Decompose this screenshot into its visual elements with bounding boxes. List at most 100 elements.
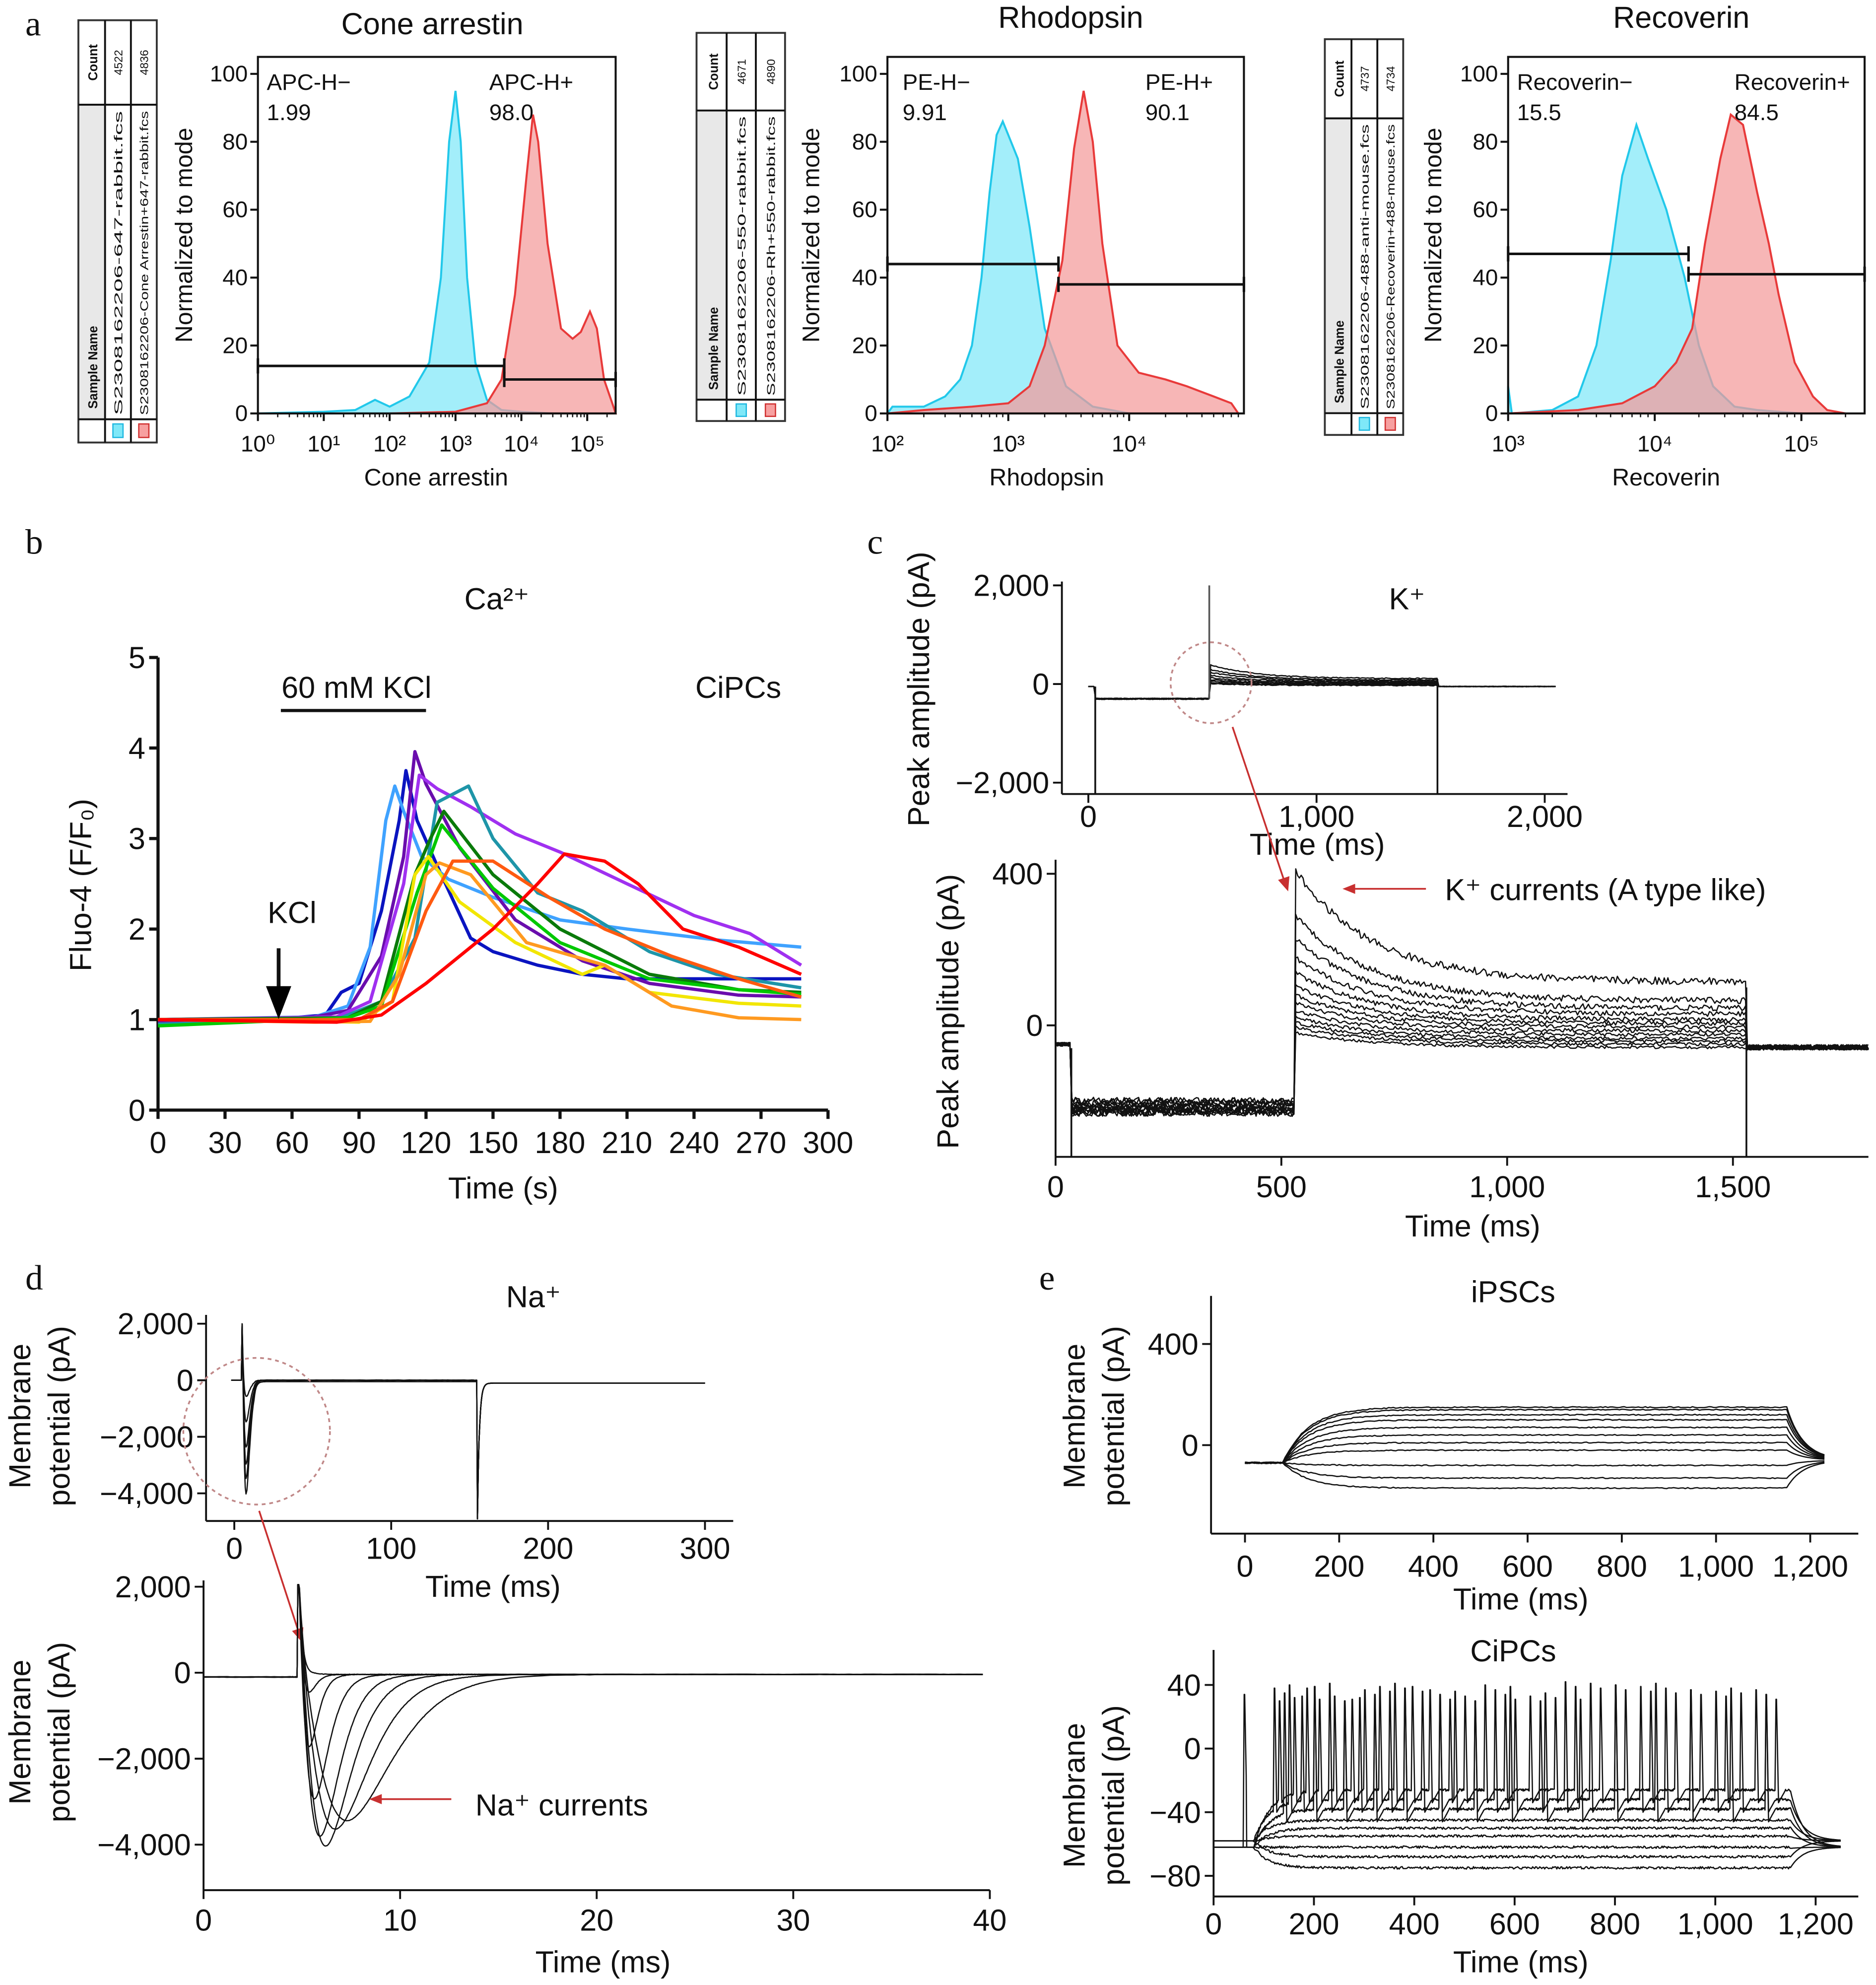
panel-label-e: e xyxy=(1039,1258,1055,1298)
x-tick-label: 400 xyxy=(1408,1549,1459,1583)
x-tick-label: 400 xyxy=(1389,1907,1440,1941)
x-tick-label: 1,000 xyxy=(1678,1549,1754,1583)
y-axis-label: Normalized to mode xyxy=(798,128,825,342)
y-axis-label: Membrane xyxy=(3,1659,37,1804)
na-current-trace-8 xyxy=(203,1584,983,1678)
chart-title: Ca²⁺ xyxy=(465,582,530,616)
cipc-voltage-trace-3 xyxy=(1213,1682,1841,1849)
k-currents-annotation: K⁺ currents (A type like) xyxy=(1445,873,1766,907)
y-tick-label: 0 xyxy=(1184,1732,1201,1766)
cipc-voltage-trace-5 xyxy=(1213,1826,1841,1849)
y-tick-label: 0 xyxy=(177,1364,194,1397)
x-tick-label: 300 xyxy=(679,1532,730,1566)
cipc-voltage-trace-2 xyxy=(1213,1681,1841,1842)
x-tick-label: 10⁵ xyxy=(570,431,604,456)
x-tick-label: 200 xyxy=(523,1532,573,1566)
ipsc-trace-11 xyxy=(1245,1461,1825,1490)
sample-legend-table: Sample Name Count S2308162206-647-rabbit.f… xyxy=(77,19,158,444)
y-tick-label: 400 xyxy=(1148,1327,1199,1361)
x-tick-label: 0 xyxy=(1237,1549,1254,1583)
stimulus-label: 60 mM KCl xyxy=(281,671,431,704)
cipc-voltage-trace-9 xyxy=(1213,1847,1841,1870)
y-tick-label: −2,000 xyxy=(100,1420,194,1454)
legend-swatch xyxy=(764,403,776,417)
ipsc-trace-9 xyxy=(1245,1460,1825,1467)
x-tick-label: 10 xyxy=(383,1903,417,1937)
k-current-trace-13 xyxy=(1055,1031,1869,1111)
x-tick-label: 10² xyxy=(871,431,904,456)
x-tick-label: 800 xyxy=(1590,1907,1640,1941)
panel-label-a: a xyxy=(25,4,41,43)
ipsc-trace-10 xyxy=(1245,1461,1825,1479)
panel-label-c: c xyxy=(867,523,883,562)
y-tick-label: 0 xyxy=(1182,1429,1199,1462)
k-current-trace-1 xyxy=(1055,868,1869,1117)
x-tick-label: 10⁴ xyxy=(504,431,539,456)
sample-name: S2308162206-647-rabbit.fcs xyxy=(112,111,125,415)
x-axis-label: Time (ms) xyxy=(425,1570,561,1603)
x-axis-label: Time (ms) xyxy=(1250,827,1385,861)
x-tick-label: 120 xyxy=(401,1126,451,1160)
na-current-trace-6 xyxy=(231,1323,705,1520)
legend-swatch xyxy=(112,423,124,438)
x-axis-label: Time (ms) xyxy=(1405,1209,1541,1243)
panel-label-d: d xyxy=(25,1258,43,1298)
chart-title: iPSCs xyxy=(1471,1275,1555,1309)
na-current-trace-2 xyxy=(231,1323,705,1520)
ipsc-trace-7 xyxy=(1244,1441,1825,1464)
x-tick-label: 10⁴ xyxy=(1637,431,1673,456)
x-tick-label: 10¹ xyxy=(307,431,340,456)
panel-label-b: b xyxy=(25,523,43,562)
y-axis-label: potential (pA) xyxy=(42,1642,76,1823)
x-tick-label: 10³ xyxy=(439,431,472,456)
y-axis-label: Membrane xyxy=(3,1344,37,1489)
zoom-region-circle xyxy=(1169,641,1253,724)
y-tick-label: 80 xyxy=(222,129,248,154)
y-axis-label: Peak amplitude (pA) xyxy=(902,551,936,826)
x-tick-label: 100 xyxy=(366,1532,416,1566)
y-tick-label: 20 xyxy=(1473,333,1498,358)
y-tick-label: −4,000 xyxy=(100,1477,194,1510)
x-axis-label: Time (s) xyxy=(448,1171,558,1205)
y-axis-label: Membrane xyxy=(1057,1344,1091,1489)
ipsc-trace-5 xyxy=(1245,1426,1825,1464)
k-current-trace-2 xyxy=(1055,913,1869,1114)
na-current-trace-3 xyxy=(231,1323,705,1520)
ipsc-trace-4 xyxy=(1245,1419,1825,1464)
y-tick-label: 2,000 xyxy=(973,569,1049,603)
zoom-link-arrowhead xyxy=(1278,876,1290,891)
y-tick-label: −2,000 xyxy=(955,766,1049,800)
x-tick-label: 90 xyxy=(342,1126,376,1160)
x-tick-label: 60 xyxy=(275,1126,309,1160)
sample-name: S2308162206-Rh+550-rabbit.fcs xyxy=(764,116,777,396)
y-tick-label: 0 xyxy=(1026,1009,1043,1042)
y-tick-label: 0 xyxy=(865,401,877,426)
y-tick-label: 0 xyxy=(235,401,248,426)
k-current-trace-9 xyxy=(1088,683,1556,700)
calcium-trace-6 xyxy=(158,810,802,1022)
x-tick-label: 1,200 xyxy=(1772,1549,1848,1583)
header-cell xyxy=(698,110,727,400)
y-tick-label: 0 xyxy=(1032,667,1049,701)
x-tick-label: 0 xyxy=(1205,1907,1222,1941)
gate-percent: 98.0 xyxy=(489,100,534,125)
chart-title: Na⁺ xyxy=(506,1280,561,1314)
x-axis-label: Cone arrestin xyxy=(364,464,508,491)
sample-name: S2308162206-Cone Arrestin+647-rabbit.fcs xyxy=(138,111,151,415)
chart-title: CiPCs xyxy=(1470,1634,1556,1668)
k-current-trace-10 xyxy=(1055,1015,1869,1105)
x-tick-label: 2,000 xyxy=(1507,800,1583,833)
legend-swatch xyxy=(1358,416,1370,431)
chart-title: K⁺ xyxy=(1389,582,1425,616)
x-tick-label: 40 xyxy=(973,1903,1006,1937)
sample-legend-table: Sample Name Count S2308162206-550-rabbit.f… xyxy=(695,32,786,422)
x-tick-label: 150 xyxy=(468,1126,518,1160)
table-header-count: Count xyxy=(707,53,721,90)
x-tick-label: 10⁵ xyxy=(1784,431,1819,456)
y-tick-label: 60 xyxy=(852,197,877,222)
y-tick-label: 40 xyxy=(1167,1668,1201,1702)
x-tick-label: 0 xyxy=(195,1903,212,1937)
cipc-voltage-trace-1 xyxy=(1213,1682,1841,1849)
cipc-voltage-trace-6 xyxy=(1213,1834,1841,1842)
